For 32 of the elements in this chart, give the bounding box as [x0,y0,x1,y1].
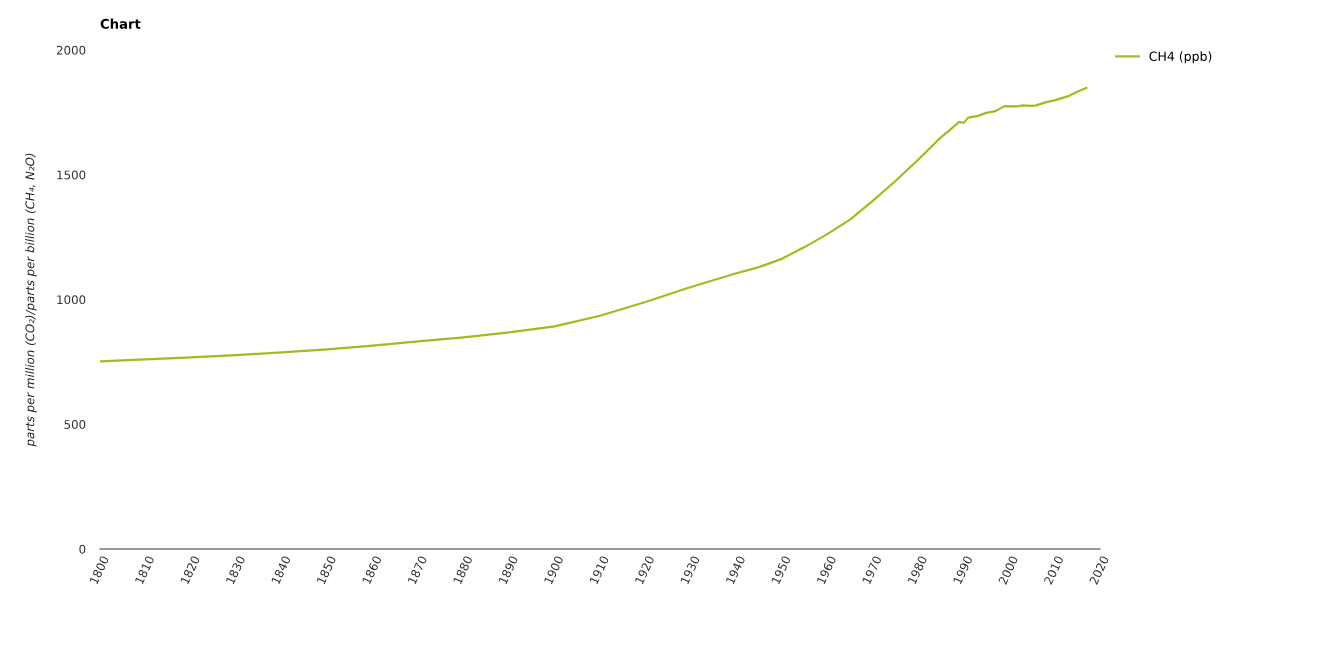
x-tick-label: 1800 [89,555,110,585]
y-tick-label: 2000 [56,45,86,55]
chart-title: Chart [100,18,141,29]
x-tick-label: 1890 [498,555,519,585]
x-tick-label: 1900 [543,555,564,585]
x-tick-label: 1810 [134,555,155,585]
x-tick-label: 2000 [998,555,1019,585]
x-tick-label: 1850 [316,555,337,585]
x-tick-label: 1940 [725,555,746,585]
x-tick-label: 1950 [771,555,791,585]
y-tick-label: 1000 [57,295,86,305]
x-tick-label: 1990 [952,555,973,585]
x-tick-label: 1920 [634,555,655,585]
x-tick-label: 1840 [271,555,291,585]
y-axis-title: parts per million (CO₂)/parts per billion (CH₄, N₂O) [25,153,37,447]
x-tick-label: 1960 [816,555,837,585]
y-tick-label: 1500 [57,170,86,180]
x-tick-label: 1930 [680,555,701,585]
x-tick-label: 1860 [361,555,382,585]
y-tick-label: 500 [64,419,86,429]
x-tick-label: 1970 [861,555,882,585]
x-tick-label: 1830 [225,555,246,585]
x-tick-label: 1880 [452,555,473,585]
x-tick-label: 2020 [1089,555,1110,585]
x-tick-label: 1870 [407,555,428,585]
legend-label: CH4 (ppb) [1149,51,1212,64]
x-tick-label: 1820 [180,555,201,585]
x-tick-label: 1980 [907,555,928,585]
x-tick-label: 2010 [1043,555,1064,585]
line-series [100,86,1088,363]
y-tick-label: 0 [79,544,86,554]
x-tick-label: 1910 [589,555,610,585]
